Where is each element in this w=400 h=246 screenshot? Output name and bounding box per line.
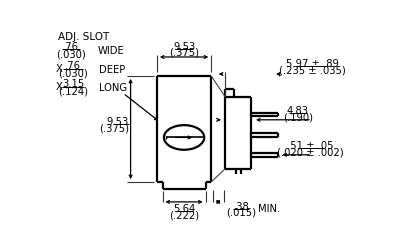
Text: (.190): (.190) xyxy=(283,112,313,122)
Text: (.375): (.375) xyxy=(99,124,129,134)
Text: (.030): (.030) xyxy=(56,49,86,60)
Text: 4.83: 4.83 xyxy=(287,106,309,116)
Text: .38: .38 xyxy=(234,202,249,212)
Text: ADJ. SLOT: ADJ. SLOT xyxy=(58,32,109,42)
Text: 5.64: 5.64 xyxy=(173,204,195,214)
Text: (.030): (.030) xyxy=(58,68,88,78)
Text: X: X xyxy=(56,64,63,74)
Text: X: X xyxy=(56,82,63,92)
Text: (.222): (.222) xyxy=(169,211,199,220)
Text: 9.53: 9.53 xyxy=(173,42,195,52)
Text: (.375): (.375) xyxy=(169,48,199,58)
Text: (.020 ± .002): (.020 ± .002) xyxy=(277,147,344,157)
Text: .76: .76 xyxy=(63,42,79,52)
Text: (.235 ± .035): (.235 ± .035) xyxy=(278,66,345,76)
Text: .76: .76 xyxy=(65,62,81,71)
Text: (.015): (.015) xyxy=(226,208,256,218)
Text: (.124): (.124) xyxy=(58,86,88,96)
Text: MIN.: MIN. xyxy=(258,204,280,215)
Text: 5.97 ± .89: 5.97 ± .89 xyxy=(286,59,338,69)
Text: LONG: LONG xyxy=(99,83,127,93)
Text: DEEP: DEEP xyxy=(99,65,125,75)
Text: 9.53: 9.53 xyxy=(107,117,129,127)
Text: 3.15: 3.15 xyxy=(62,79,84,90)
Text: WIDE: WIDE xyxy=(98,46,125,56)
Text: .51 ± .05: .51 ± .05 xyxy=(287,141,334,151)
